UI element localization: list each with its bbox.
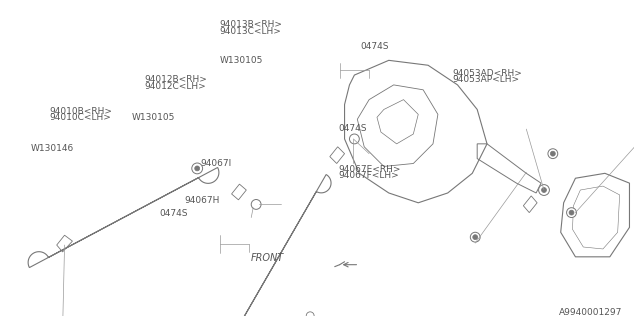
Text: 94010B<RH>: 94010B<RH> (50, 107, 113, 116)
Text: 94012B<RH>: 94012B<RH> (144, 75, 207, 84)
Circle shape (566, 208, 577, 218)
Text: 94067H: 94067H (185, 196, 220, 205)
Text: W130146: W130146 (31, 144, 74, 153)
Text: FRONT: FRONT (251, 253, 284, 263)
Text: 94013B<RH>: 94013B<RH> (220, 20, 282, 29)
Circle shape (195, 166, 200, 171)
Text: 94013C<LH>: 94013C<LH> (220, 27, 281, 36)
Circle shape (252, 199, 261, 209)
Text: 94012C<LH>: 94012C<LH> (144, 82, 205, 91)
Text: 94053AD<RH>: 94053AD<RH> (452, 69, 522, 78)
Circle shape (470, 232, 480, 242)
Text: 94053AP<LH>: 94053AP<LH> (452, 75, 519, 84)
Circle shape (539, 185, 549, 196)
Text: 94010C<LH>: 94010C<LH> (50, 113, 111, 122)
Text: 0474S: 0474S (339, 124, 367, 133)
Circle shape (569, 210, 574, 215)
Circle shape (349, 134, 359, 144)
Text: 0474S: 0474S (361, 42, 389, 51)
Text: A9940001297: A9940001297 (559, 308, 622, 317)
Circle shape (307, 312, 314, 320)
Text: 0474S: 0474S (159, 209, 188, 218)
Circle shape (550, 151, 556, 156)
Text: W130105: W130105 (220, 56, 263, 65)
Circle shape (541, 188, 547, 192)
Text: 94067E<RH>: 94067E<RH> (339, 165, 401, 174)
Circle shape (192, 163, 203, 174)
Circle shape (548, 149, 557, 159)
Circle shape (473, 235, 477, 240)
Text: W130105: W130105 (131, 113, 175, 122)
Text: 94067I: 94067I (200, 159, 232, 168)
Text: 94067F<LH>: 94067F<LH> (339, 171, 399, 180)
